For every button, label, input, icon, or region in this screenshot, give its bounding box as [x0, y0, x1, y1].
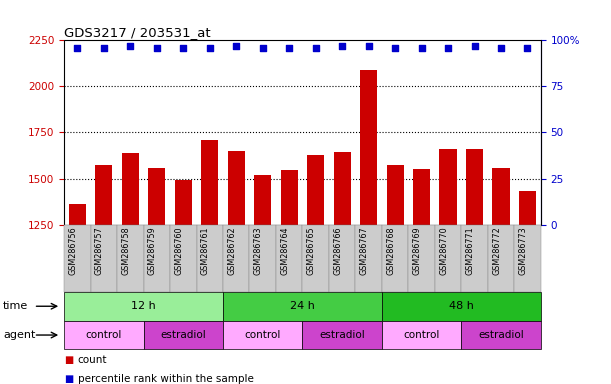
- Text: GSM286766: GSM286766: [333, 227, 342, 275]
- Bar: [95, 165, 112, 225]
- Point: [311, 45, 321, 51]
- Bar: [413, 169, 430, 225]
- Text: 48 h: 48 h: [449, 301, 474, 311]
- Text: control: control: [244, 330, 281, 340]
- Bar: [492, 169, 510, 225]
- Text: GSM286760: GSM286760: [174, 227, 183, 275]
- Text: GSM286772: GSM286772: [492, 227, 501, 275]
- Point: [125, 43, 135, 49]
- Point: [258, 45, 268, 51]
- Bar: [201, 140, 218, 225]
- Text: ■: ■: [64, 355, 73, 365]
- Bar: [148, 169, 166, 225]
- Bar: [175, 180, 192, 225]
- Text: count: count: [78, 355, 107, 365]
- Text: control: control: [86, 330, 122, 340]
- Text: GSM286764: GSM286764: [280, 227, 289, 275]
- Point: [99, 45, 109, 51]
- Text: percentile rank within the sample: percentile rank within the sample: [78, 374, 254, 384]
- Point: [205, 45, 214, 51]
- Text: GSM286770: GSM286770: [439, 227, 448, 275]
- Bar: [307, 155, 324, 225]
- Bar: [122, 153, 139, 225]
- Bar: [466, 149, 483, 225]
- Text: GSM286767: GSM286767: [360, 227, 368, 275]
- Text: GSM286756: GSM286756: [68, 227, 78, 275]
- Bar: [69, 204, 86, 225]
- Point: [152, 45, 162, 51]
- Bar: [387, 165, 404, 225]
- Text: 24 h: 24 h: [290, 301, 315, 311]
- Text: GSM286758: GSM286758: [122, 227, 130, 275]
- Text: GSM286773: GSM286773: [519, 227, 527, 275]
- Point: [417, 45, 426, 51]
- Text: agent: agent: [3, 330, 35, 340]
- Point: [73, 45, 82, 51]
- Point: [470, 43, 480, 49]
- Bar: [439, 149, 456, 225]
- Point: [364, 43, 373, 49]
- Point: [390, 45, 400, 51]
- Text: GSM286757: GSM286757: [95, 227, 104, 275]
- Bar: [360, 70, 377, 225]
- Text: GSM286771: GSM286771: [466, 227, 475, 275]
- Point: [443, 45, 453, 51]
- Text: GSM286765: GSM286765: [307, 227, 316, 275]
- Text: GSM286763: GSM286763: [254, 227, 263, 275]
- Point: [337, 43, 347, 49]
- Text: estradiol: estradiol: [161, 330, 206, 340]
- Text: GSM286769: GSM286769: [412, 227, 422, 275]
- Point: [522, 45, 532, 51]
- Point: [232, 43, 241, 49]
- Bar: [254, 175, 271, 225]
- Bar: [519, 192, 536, 225]
- Point: [284, 45, 294, 51]
- Point: [178, 45, 188, 51]
- Text: GSM286768: GSM286768: [386, 227, 395, 275]
- Text: estradiol: estradiol: [478, 330, 524, 340]
- Text: control: control: [403, 330, 440, 340]
- Text: 12 h: 12 h: [131, 301, 156, 311]
- Point: [496, 45, 506, 51]
- Text: GSM286762: GSM286762: [227, 227, 236, 275]
- Text: ■: ■: [64, 374, 73, 384]
- Text: GDS3217 / 203531_at: GDS3217 / 203531_at: [64, 26, 211, 39]
- Bar: [228, 151, 245, 225]
- Text: estradiol: estradiol: [320, 330, 365, 340]
- Bar: [334, 152, 351, 225]
- Text: GSM286761: GSM286761: [201, 227, 210, 275]
- Text: GSM286759: GSM286759: [148, 227, 157, 275]
- Bar: [280, 170, 298, 225]
- Text: time: time: [3, 301, 28, 311]
